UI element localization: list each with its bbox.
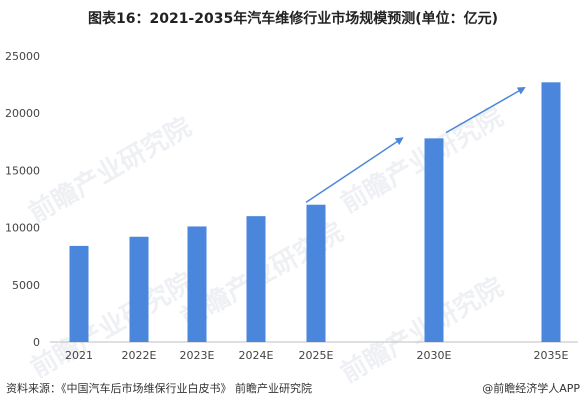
y-tick-label: 5000 xyxy=(12,279,40,292)
axes: 0 5000 10000 15000 20000 25000 2021 2022E 2023E 2… xyxy=(5,50,578,362)
y-tick-label: 15000 xyxy=(5,164,40,177)
y-tick-label: 0 xyxy=(33,336,40,349)
x-tick-label: 2025E xyxy=(299,349,334,362)
bar xyxy=(424,138,444,342)
credit-note: @前瞻经济学人APP xyxy=(482,382,580,395)
bar xyxy=(129,236,149,342)
y-tick-label: 10000 xyxy=(5,222,40,235)
bars xyxy=(69,82,561,342)
growth-arrows xyxy=(305,87,526,204)
source-note: 资料来源：《中国汽车后市场维保行业白皮书》 前瞻产业研究院 xyxy=(6,382,312,395)
growth-arrow xyxy=(305,137,404,204)
bar xyxy=(187,226,207,342)
y-tick-label: 25000 xyxy=(5,50,40,63)
footer: 资料来源：《中国汽车后市场维保行业白皮书》 前瞻产业研究院 @前瞻经济学人APP xyxy=(0,380,586,400)
x-tick-label: 2035E xyxy=(534,349,569,362)
bar xyxy=(69,245,89,342)
bar xyxy=(541,82,561,342)
bar xyxy=(306,204,326,342)
growth-arrow xyxy=(445,87,526,134)
x-tick-label: 2021 xyxy=(65,349,93,362)
x-tick-label: 2030E xyxy=(417,349,452,362)
y-tick-label: 20000 xyxy=(5,107,40,120)
chart-title: 图表16：2021-2035年汽车维修行业市场规模预测(单位：亿元) xyxy=(87,11,499,27)
x-tick-label: 2023E xyxy=(180,349,215,362)
bar xyxy=(246,216,266,342)
x-tick-label: 2022E xyxy=(122,349,157,362)
x-tick-label: 2024E xyxy=(239,349,274,362)
